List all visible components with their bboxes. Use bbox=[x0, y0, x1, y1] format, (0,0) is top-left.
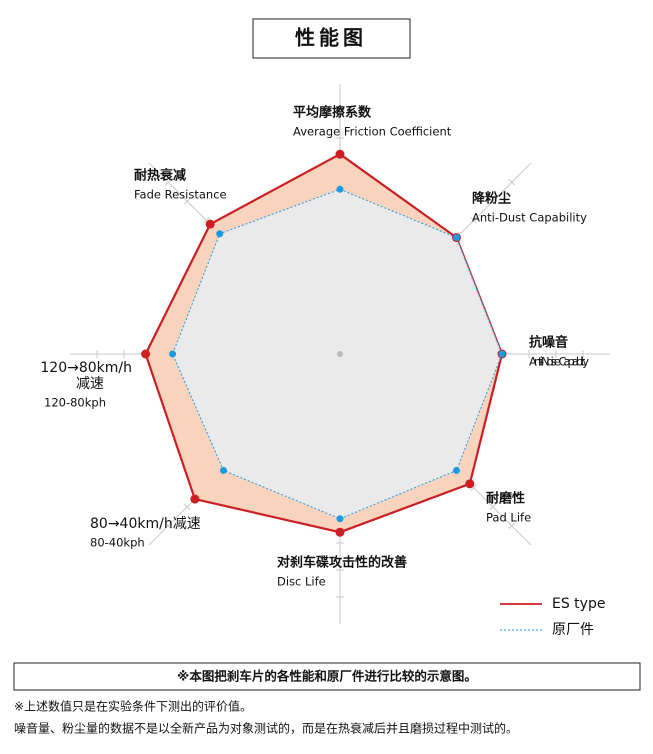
tick-mark bbox=[489, 503, 496, 510]
point bbox=[205, 219, 215, 229]
axis-sublabel: Disc Life bbox=[277, 575, 326, 589]
chart-title: 性能图 bbox=[295, 26, 367, 50]
center bbox=[337, 351, 343, 357]
point bbox=[336, 185, 344, 193]
axis-label: 80→40km/h减速 bbox=[90, 516, 201, 532]
legend-label: 原厂件 bbox=[552, 622, 594, 638]
point bbox=[335, 149, 345, 159]
point bbox=[465, 479, 475, 489]
axis-label: 抗噪音 bbox=[529, 335, 568, 351]
point bbox=[190, 494, 200, 504]
point bbox=[452, 466, 460, 474]
note: ※上述数值只是在实验条件下测出的评价值。 bbox=[14, 699, 252, 714]
point bbox=[452, 234, 460, 242]
axis-sublabel: Fade Resistance bbox=[134, 188, 227, 202]
axis-sublabel: 80-40kph bbox=[90, 536, 145, 550]
tick-mark bbox=[470, 484, 477, 491]
tick-mark bbox=[508, 178, 516, 186]
axis-sublabel: Anti-Noise Capability bbox=[529, 355, 589, 369]
point bbox=[335, 527, 345, 537]
point bbox=[216, 230, 224, 238]
point bbox=[336, 515, 344, 523]
axis-label: 减速 bbox=[76, 376, 104, 392]
point bbox=[498, 350, 506, 358]
axis-label: 耐磨性 bbox=[486, 491, 525, 507]
notice: ※本图把刹车片的各性能和原厂件进行比较的示意图。 bbox=[177, 669, 477, 684]
axis-label: 降粉尘 bbox=[472, 191, 511, 207]
tick-mark bbox=[164, 178, 172, 186]
axis-label: 120→80km/h bbox=[40, 360, 132, 376]
legend-label: ES type bbox=[552, 596, 605, 612]
point bbox=[169, 350, 177, 358]
axis-sublabel: Pad Life bbox=[486, 511, 531, 525]
tick-mark bbox=[489, 198, 496, 205]
point bbox=[141, 349, 151, 359]
tick-mark bbox=[164, 522, 172, 530]
tick-mark bbox=[508, 522, 516, 530]
title-box bbox=[252, 18, 411, 59]
axis-sublabel: Anti-Dust Capability bbox=[472, 211, 587, 225]
point bbox=[220, 466, 228, 474]
tick-mark bbox=[184, 198, 191, 205]
axis-label: 平均摩擦系数 bbox=[293, 105, 372, 121]
note: 噪音量、粉尘量的数据不是以全新产品为对象测试的，而是在热衰减后并且磨损过程中测试… bbox=[14, 721, 518, 736]
notice-box bbox=[13, 662, 641, 691]
axis-sublabel: Average Friction Coefficient bbox=[293, 125, 452, 139]
axis-label: 对刹车碟攻击性的改善 bbox=[277, 555, 407, 571]
tick-mark bbox=[203, 217, 210, 224]
tick-mark bbox=[184, 503, 191, 510]
axis-label: 耐热衰减 bbox=[134, 168, 186, 184]
axis-sublabel: 120-80kph bbox=[44, 396, 106, 410]
tick-mark bbox=[470, 217, 477, 224]
